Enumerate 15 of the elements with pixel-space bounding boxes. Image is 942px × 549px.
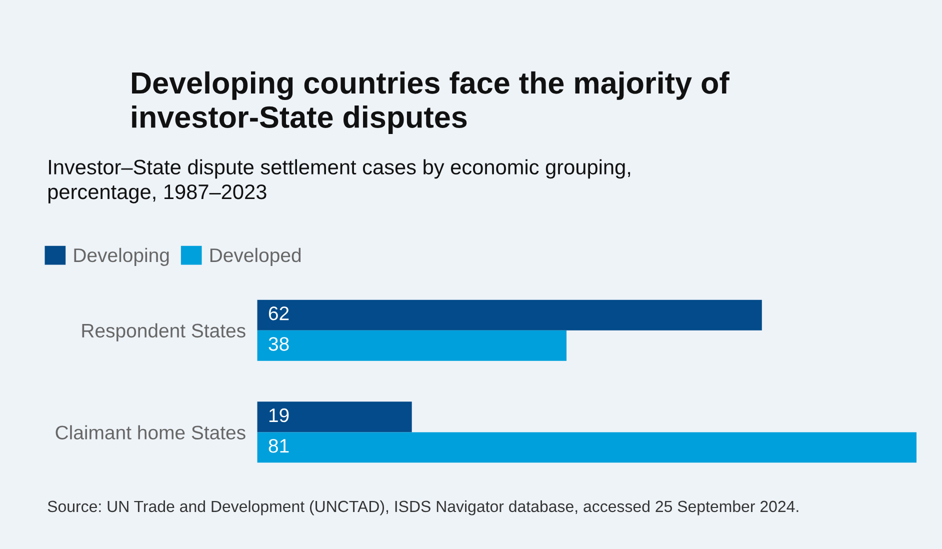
data-label: 38 [268, 337, 289, 351]
y-tick-label: Claimant home States [56, 425, 246, 440]
data-label: 81 [268, 438, 289, 453]
bar [257, 432, 917, 463]
chart-title: Developing countries face the majority of investor-State disputes [132, 71, 730, 134]
bar [257, 330, 567, 361]
source-note: Source: UN Trade and Development (UNCTAD), ISDS Navigator database, accessed 25 September 2024. [48, 500, 798, 516]
data-label: 19 [269, 408, 289, 422]
chart-subtitle: Investor–State dispute settlement cases by economic grouping, percentage, 1987–2023 [48, 159, 630, 204]
y-tick-label: Respondent States [82, 323, 246, 342]
bar [257, 402, 412, 432]
bar [257, 300, 762, 330]
data-label: 62 [268, 306, 289, 320]
legend-label: Developing [74, 248, 169, 266]
legend-label: Developed [210, 248, 301, 266]
